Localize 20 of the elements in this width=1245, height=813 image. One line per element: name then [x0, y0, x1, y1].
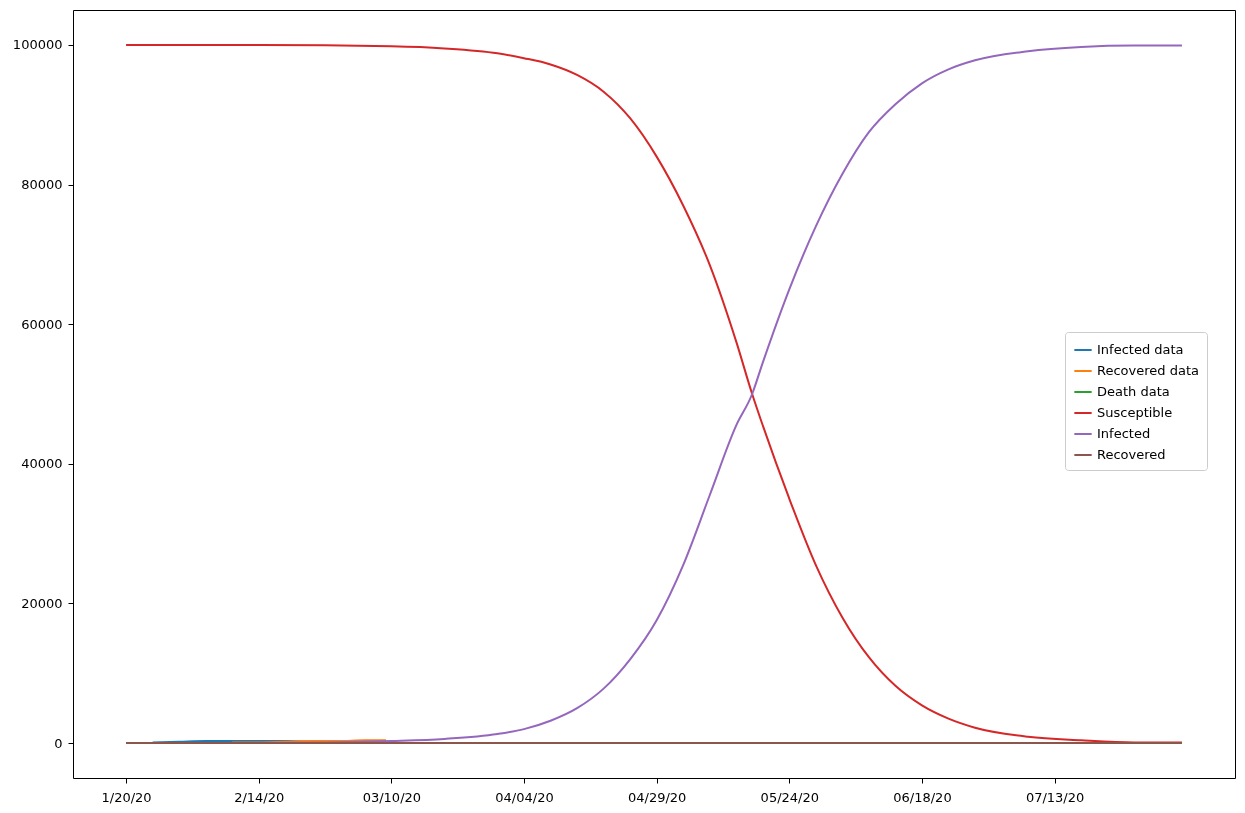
y-tick-label: 0 [54, 735, 63, 751]
legend-label: Susceptible [1097, 405, 1173, 420]
x-tick-label: 04/04/20 [495, 789, 554, 805]
x-tick-label: 2/14/20 [234, 789, 285, 805]
y-tick-label: 20000 [21, 595, 63, 611]
legend-label: Infected [1097, 426, 1151, 441]
y-tick-label: 40000 [21, 456, 63, 472]
x-tick-label: 06/18/20 [893, 789, 952, 805]
y-tick-label: 80000 [21, 177, 63, 193]
y-tick-label: 100000 [12, 37, 63, 53]
x-tick-label: 03/10/20 [362, 789, 422, 805]
legend-label: Recovered data [1097, 363, 1199, 378]
y-tick-label: 60000 [21, 316, 63, 332]
x-tick-label: 07/13/20 [1025, 789, 1085, 805]
legend-label: Infected data [1097, 342, 1184, 357]
x-tick-label: 05/24/20 [760, 789, 819, 805]
x-tick-label: 04/29/20 [627, 789, 687, 805]
legend-label: Death data [1097, 384, 1170, 399]
legend-label: Recovered [1097, 447, 1166, 462]
x-tick-label: 1/20/20 [101, 789, 152, 805]
